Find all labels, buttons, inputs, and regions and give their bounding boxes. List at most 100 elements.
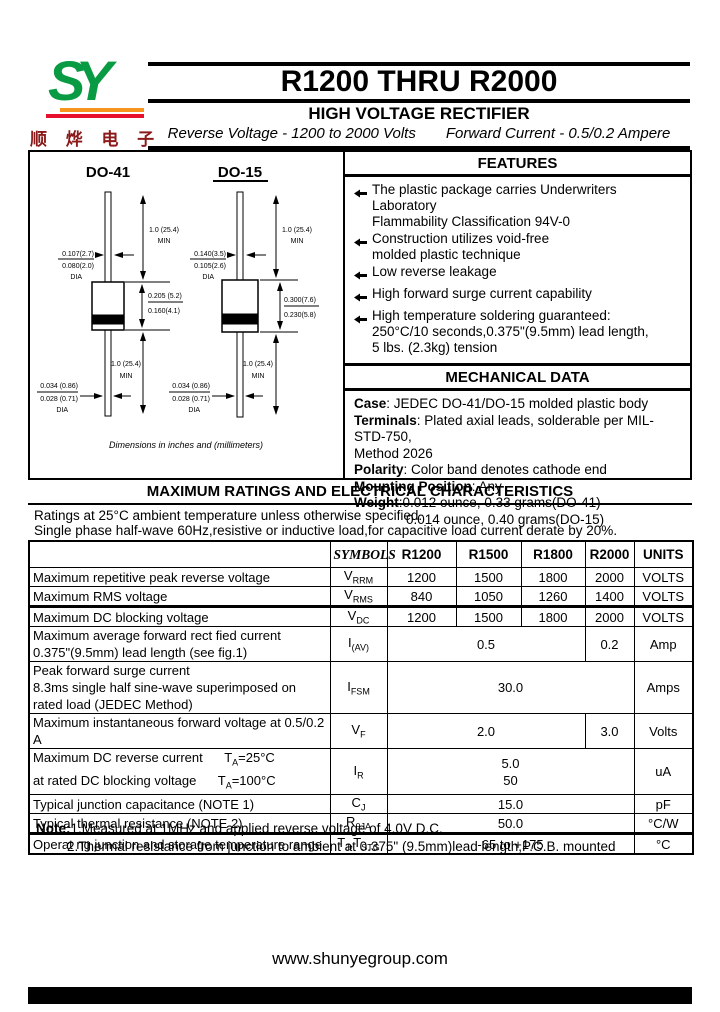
spec-value-line: 1800 [538,569,568,585]
spec-value-cell: -65 to +175 [386,832,635,855]
spec-value-cell: 0.2 [584,626,635,662]
header-desc-cell [28,540,331,568]
spec-value-cell: 15.0 [386,794,635,815]
header-units-cell: UNITS [633,540,694,568]
note-line-1: Note:1.Measured at 1MHz and applied reve… [36,820,616,838]
feature-text: High forward surge current capability [372,286,592,307]
feature-line: The plastic package carries Underwriters… [372,182,617,213]
spec-value-cell: 1800 [520,567,586,587]
ratings-intro: Ratings at 25°C ambient temperature unle… [34,508,690,538]
do15-lead-top-min: MIN [291,238,304,245]
spec-unit-cell: Amps [633,661,694,714]
spec-desc-cell: Typical junction capacitance (NOTE 1) [28,794,331,815]
mechanical-label: Polarity [354,462,404,477]
do41-lead-top-min: MIN [158,238,171,245]
spec-row: Maximum repetitive peak reverse voltage V… [28,567,694,587]
spec-value-line: 0.5 [476,636,496,652]
do15-lead-top [236,191,244,281]
ratings-intro-line-1: Ratings at 25°C ambient temperature unle… [34,508,423,523]
header-part-cell: R1200 [386,540,457,568]
spec-unit-cell: uA [633,747,694,796]
spec-value-cell: 3.0 [584,713,635,749]
spec-desc-line: 8.3ms single half sine-wave superimposed… [33,680,297,695]
spec-desc-line: at rated DC blocking voltage TA=100°C [33,772,276,791]
spec-desc-line: Maximum DC reverse current TA=25°C [33,750,275,768]
package-diagrams-svg: DO-41 1.0 (25.4) MIN 0.205 (5.2) 0.16 [37,164,319,450]
feature-item: Construction utilizes void-free molded pl… [354,231,684,263]
bullet-arrow-icon [354,286,372,307]
spec-value-cell: 1500 [455,567,522,587]
note-line-2: 2.Thermal resistance from junction to am… [36,838,616,856]
feature-line: 250°C/10 seconds,0.375"(9.5mm) lead leng… [372,324,649,339]
ratings-intro-line-2: Single phase half-wave 60Hz,resistive or… [34,523,618,538]
do41-body-dia-label: DIA [70,274,82,281]
mechanical-label: Terminals [354,412,417,428]
spec-value-cell: 30.0 [386,661,635,714]
logo-stripe-red [46,114,144,118]
spec-row: Peak forward surge current 8.3ms single h… [28,661,694,714]
spec-value-cell: 2000 [584,605,635,627]
spec-value-line: 1050 [474,588,503,604]
ratings-header-row: SYMBOLS R1200 R1500 R1800 R2000 UNITS [28,540,694,568]
spec-value-line: 50.0 [497,815,524,831]
mechanical-value: : JEDEC DO-41/DO-15 molded plastic body [386,396,649,411]
do41-title: DO-41 [86,164,130,181]
spec-value-line: 1200 [407,609,436,625]
spec-symbol-cell: TJ,TSTG [329,832,388,855]
spec-desc-line: Peak forward surge current [33,663,190,678]
do15-lead-dia-label: DIA [188,407,200,414]
feature-text: The plastic package carries Underwriters… [372,182,684,230]
spec-desc-cell: Maximum RMS voltage [28,586,331,607]
spec-unit-cell: °C [633,832,694,855]
mechanical-row: Weight:0.012 ounce, 0.33 grams(DO-41) [354,495,684,512]
spec-value-cell: 2000 [584,567,635,587]
spec-unit-cell: VOLTS [633,567,694,587]
ratings-title: MAXIMUM RATINGS AND ELECTRICAL CHARACTER… [28,483,692,505]
mechanical-label: Mounting Position [354,478,472,494]
feature-item: The plastic package carries Underwriters… [354,182,684,230]
spec-value-line: 840 [410,588,433,604]
do15-lead-bot-dim: 1.0 (25.4) [243,361,273,368]
logo-stripe-orange [60,108,144,112]
spec-desc-line: Maximum repetitive peak reverse voltage [33,569,270,585]
ratings-table-body: Maximum repetitive peak reverse voltage V… [28,567,694,855]
feature-text: Low reverse leakage [372,264,497,285]
feature-line: High forward surge current capability [372,286,592,301]
mechanical-value: : Color band denotes cathode end [403,462,607,477]
do41-lead-dia-max: 0.034 (0.86) [40,383,78,390]
do15-body-dia-label: DIA [202,274,214,281]
logo-sy-text: SY [48,49,113,112]
do41-body-len-min: 0.160(4.1) [148,308,180,315]
spec-value-line: 5.0 [501,755,520,771]
feature-line: Construction utilizes void-free [372,231,550,246]
spec-value-cell: 1500 [455,605,522,627]
do41-lead-dia-min: 0.028 (0.71) [40,396,78,403]
ratings-table-head: SYMBOLS R1200 R1500 R1800 R2000 UNITS [28,540,694,568]
features-title: FEATURES [345,152,690,177]
spec-value-line: 2000 [595,609,624,625]
package-diagrams-panel: DO-41 1.0 (25.4) MIN 0.205 (5.2) 0.16 [30,152,345,478]
bullet-arrow-icon [354,264,372,285]
do41-lead-top-dim: 1.0 (25.4) [149,227,179,234]
spec-value-line: 1400 [595,588,624,604]
feature-text: High temperature soldering guaranteed: 25… [372,308,649,356]
note-item-1: 1.Measured at 1MHz and applied reverse v… [70,821,443,836]
feature-line: Low reverse leakage [372,264,497,279]
logo-chinese-text: 顺 烨 电 子 [30,130,162,149]
do41-lead-dia-label: DIA [56,407,68,414]
features-list: The plastic package carries Underwriters… [345,177,690,356]
spec-value-line: 30.0 [497,680,524,695]
part-range-title: R1200 THRU R2000 [148,65,690,104]
spec-value-line: 2000 [595,569,624,585]
header: R1200 THRU R2000 HIGH VOLTAGE RECTIFIER … [148,62,690,151]
feature-text: Construction utilizes void-free molded pl… [372,231,549,263]
spec-row: Operat ng junction and storage temperatu… [28,832,694,855]
spec-value-line: -65 to +175 [477,836,544,852]
feature-line: 5 lbs. (2.3kg) tension [372,340,498,355]
spec-unit-cell: Volts [633,713,694,749]
do15-lead-dia-min: 0.028 (0.71) [172,396,210,403]
tagline: Reverse Voltage - 1200 to 2000 Volts For… [148,124,690,151]
notes-block: Note:1.Measured at 1MHz and applied reve… [36,820,616,855]
mechanical-value: 0.014 ounce, 0.40 grams(DO-15) [406,511,605,527]
spec-value-line: 1500 [474,609,503,625]
